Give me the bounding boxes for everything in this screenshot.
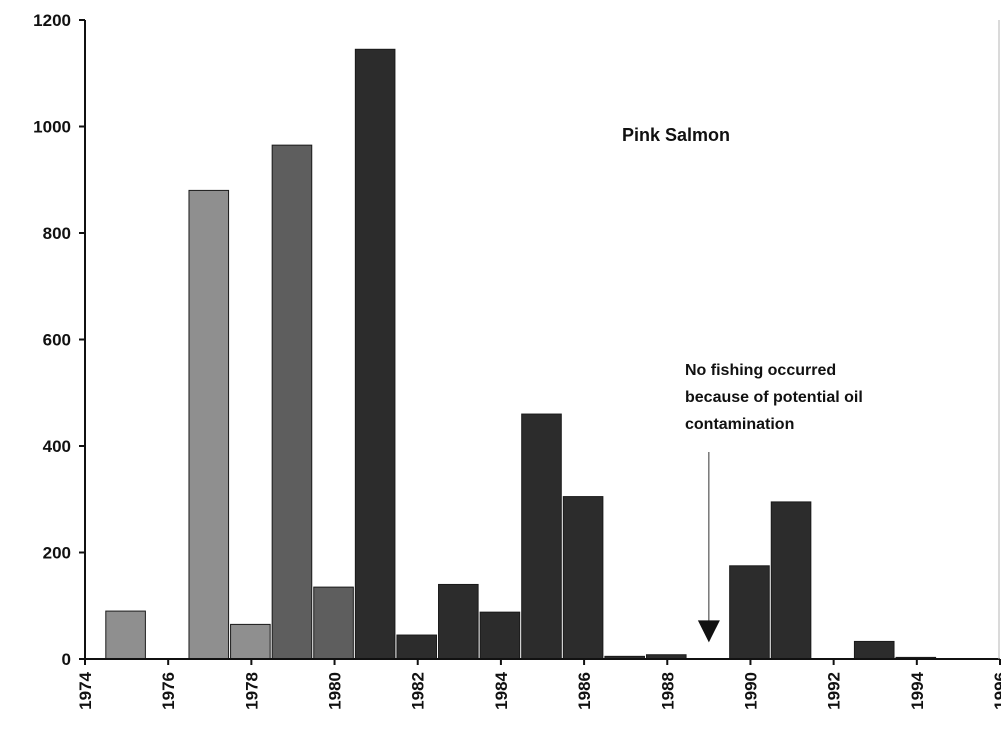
annotation-line-2: because of potential oil	[685, 389, 863, 406]
x-tick-label-1990: 1990	[742, 672, 761, 710]
bar-1979	[271, 144, 313, 660]
bar-1975	[105, 610, 146, 660]
bar-1993	[853, 640, 895, 660]
y-tick-label-400: 400	[43, 437, 71, 456]
y-tick-label-800: 800	[43, 224, 71, 243]
annotation-group: No fishing occurred because of potential…	[685, 362, 863, 643]
bar-1991	[770, 501, 812, 660]
x-tick-label-1988: 1988	[658, 672, 677, 710]
bar-1977	[188, 189, 230, 660]
bar-1986	[562, 496, 604, 660]
x-tick-label-1978: 1978	[242, 672, 261, 710]
annotation-line-1: No fishing occurred	[685, 362, 836, 379]
x-tick-label-1976: 1976	[159, 672, 178, 710]
annotation-arrow-head	[697, 620, 720, 643]
bar-1984	[479, 611, 521, 660]
bar-1990	[729, 565, 770, 660]
axes-group	[79, 19, 1001, 665]
x-tick-label-1996: 1996	[991, 672, 1001, 710]
y-tick-label-200: 200	[43, 544, 71, 563]
bar-1982	[396, 634, 438, 660]
y-tick-labels: 0 200 400 600 800 1000 1200	[33, 11, 71, 669]
bar-1983	[438, 583, 479, 660]
y-tick-label-1000: 1000	[33, 118, 71, 137]
y-tick-label-0: 0	[62, 650, 71, 669]
x-tick-label-1982: 1982	[409, 672, 428, 710]
y-tick-label-1200: 1200	[33, 11, 71, 30]
x-tick-label-1992: 1992	[825, 672, 844, 710]
bars-group	[105, 48, 937, 660]
x-tick-label-1994: 1994	[908, 671, 927, 709]
y-tick-label-600: 600	[43, 331, 71, 350]
bar-1981	[354, 48, 396, 660]
x-tick-label-1986: 1986	[575, 672, 594, 710]
x-tick-label-1980: 1980	[326, 672, 345, 710]
x-tick-label-1984: 1984	[492, 671, 511, 709]
bar-1978	[230, 623, 271, 660]
bar-1980	[313, 586, 354, 660]
annotation-line-3: contamination	[685, 416, 794, 433]
x-tick-labels: 1974 1976 1978 1980 1982 1984 1986 1988 1990 1992…	[76, 671, 1001, 709]
x-tick-label-1974: 1974	[76, 671, 95, 709]
bar-1985	[521, 413, 562, 660]
chart-title: Pink Salmon	[622, 125, 730, 145]
